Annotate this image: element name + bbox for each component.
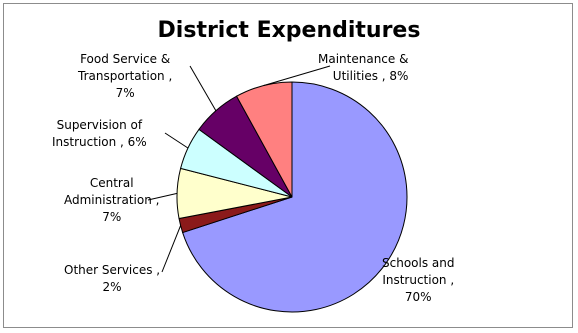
leader-line xyxy=(164,132,189,149)
slice-maintenance-utilities xyxy=(235,81,293,198)
leader-line xyxy=(263,65,331,87)
slice-schools-and-instruction xyxy=(181,81,408,313)
label-food-service-transportation: Food Service & Transportation , 7% xyxy=(78,52,173,100)
leader-line xyxy=(161,225,182,273)
label-central-administration: Central Administration , 7% xyxy=(64,176,160,224)
label-supervision-of-instruction: Supervision of Instruction , 6% xyxy=(52,118,147,149)
leader-line xyxy=(189,65,217,111)
label-other-services: Other Services , 2% xyxy=(64,263,161,294)
leader-line xyxy=(147,192,178,201)
label-schools-and-instruction: Schools and Instruction , 70% xyxy=(382,256,455,304)
label-maintenance-utilities: Maintenance & Utilities , 8% xyxy=(318,52,409,83)
chart-title: District Expenditures xyxy=(157,18,421,43)
